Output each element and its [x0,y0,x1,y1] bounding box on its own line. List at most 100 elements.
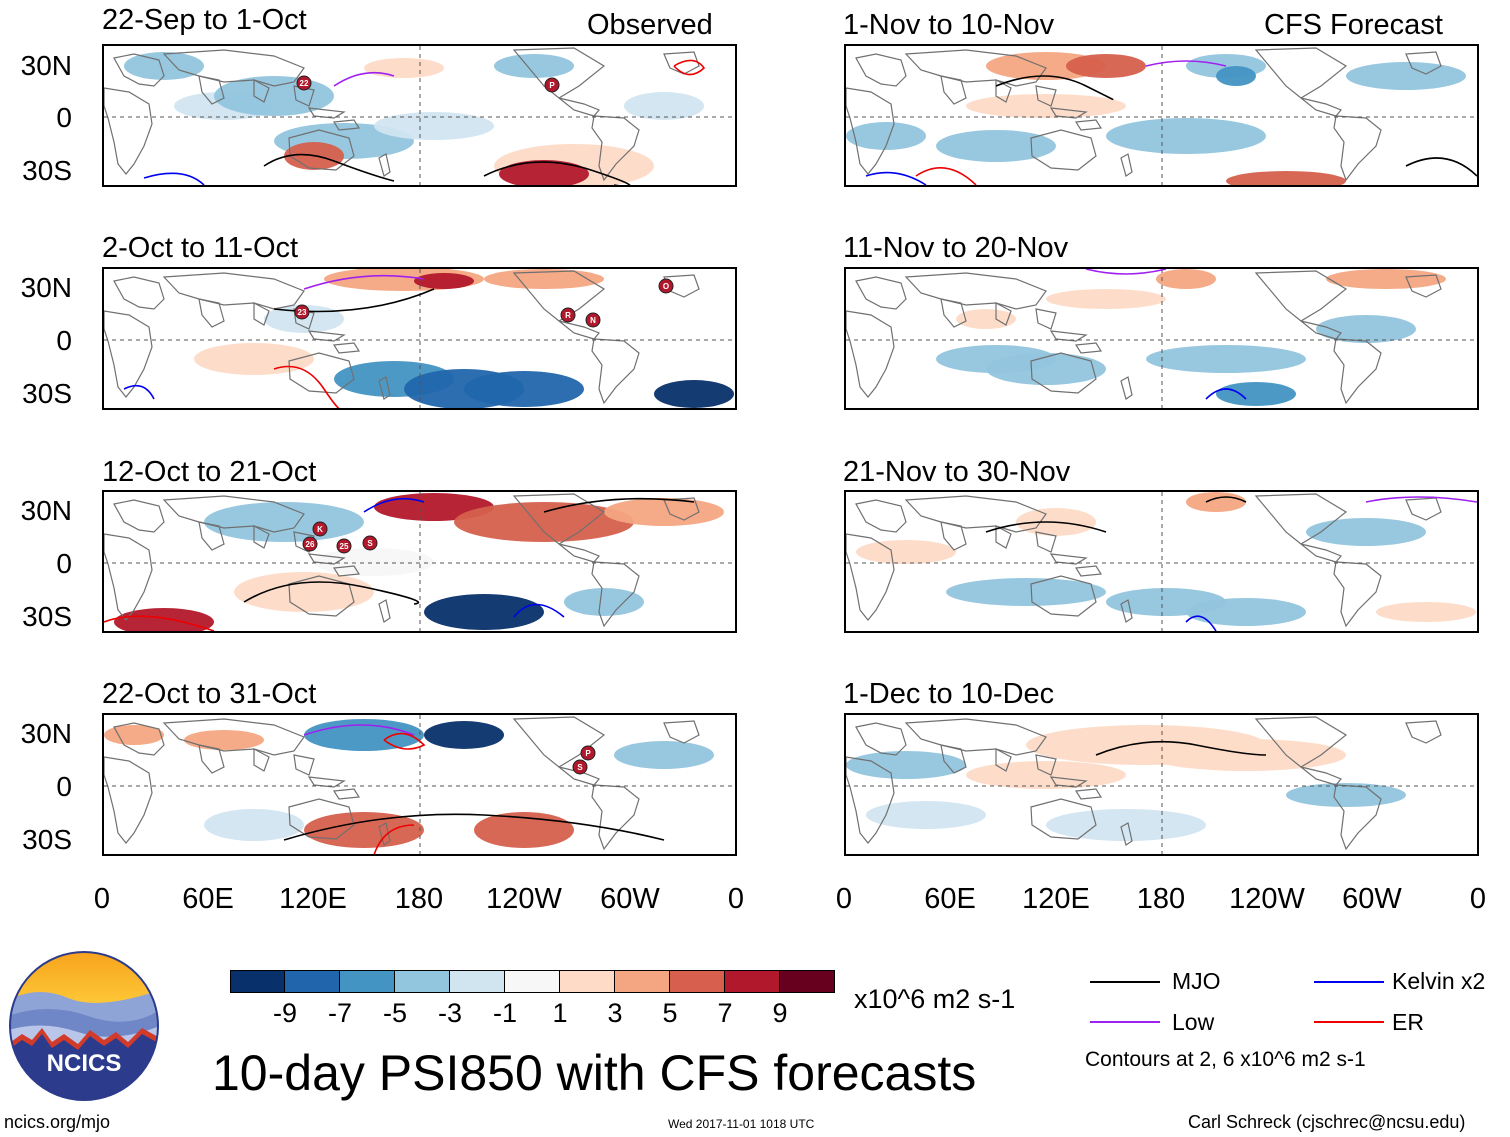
coastline [512,47,606,99]
coastline [378,599,391,623]
lon-label-180: 180 [394,883,444,915]
anomaly-shading [986,353,1106,385]
coastline [1333,115,1382,182]
anomaly-shading [124,52,204,80]
storm-marker: P [544,77,560,93]
anomaly-shading [184,730,264,750]
storm-marker-label: S [367,539,373,548]
coastline [307,330,346,342]
coastline [1300,320,1342,340]
anomaly-shading [614,741,714,769]
legend-low-label: Low [1172,1009,1215,1035]
map-svg [846,492,1477,631]
legend-low-line [1090,1021,1160,1023]
coastline [1049,553,1088,565]
footer-timestamp: Wed 2017-11-01 1018 UTC [668,1117,815,1131]
contour-line [143,172,205,185]
footer-url[interactable]: ncics.org/mjo [4,1112,111,1132]
coastline [1405,51,1442,75]
coastline [288,352,355,394]
forecast-label: CFS Forecast [1264,9,1443,41]
contour-line [865,171,927,185]
colorbar-label: -7 [327,998,353,1028]
coastline [253,302,270,326]
coastline [995,748,1012,772]
panel-title-left-1: 22-Sep to 1-Oct [102,4,307,36]
anomaly-shading [1186,492,1246,512]
contour-line [273,365,344,408]
storm-marker-label: P [585,749,591,758]
anomaly-shading [846,751,966,779]
anomaly-shading [1146,739,1346,771]
coastline [1035,85,1057,107]
coastline [293,754,315,776]
coastline [104,310,153,398]
anomaly-shading [1216,382,1296,406]
map-svg [846,46,1477,185]
lat-label-30s: 30S [22,378,72,409]
colorbar-swatch [725,970,780,993]
anomaly-shading [1216,66,1256,86]
coastline [1049,776,1088,788]
contour-line [1085,269,1167,275]
lat-label-eq: 0 [56,771,72,802]
coastline [1030,798,1097,840]
lon-label-180: 180 [1136,883,1186,915]
footer-author: Carl Schreck (cjschrec@ncsu.edu) [1188,1112,1466,1132]
storm-marker-label: P [549,81,555,90]
anomaly-shading [1376,602,1476,622]
coastline [558,320,600,340]
coastline [1049,107,1088,119]
contour-line [543,497,695,513]
anomaly-shading [1046,809,1206,841]
colorbar-label: 9 [772,998,788,1028]
map-svg: K26 25 S [104,492,735,631]
anomaly-shading [1156,269,1216,289]
anomaly-shading [414,273,474,289]
coastline [162,49,305,87]
coastline [663,497,700,521]
colorbar-label: -1 [492,998,518,1028]
map-panel-observed-2: 23 R N O [102,267,737,410]
anomaly-shading [1186,598,1306,626]
coastline [104,87,153,175]
coastline [1254,47,1348,99]
coastline [995,525,1012,549]
anomaly-shading [1146,345,1306,373]
colorbar-swatch [560,970,615,993]
contour-line [1405,157,1477,177]
contour-line [123,384,155,400]
storm-marker: S [572,759,588,775]
lon-label-60w: 60W [1342,883,1402,915]
anomaly-shading [846,122,926,150]
coastline [113,276,165,310]
lat-label-30n: 30N [20,272,72,303]
coastline [307,776,346,788]
storm-marker-label: K [317,525,323,534]
panel-title-right-3: 21-Nov to 30-Nov [843,456,1071,488]
colorbar-swatch [615,970,670,993]
anomaly-shading [1326,269,1446,289]
lon-label-60e: 60E [182,883,234,915]
contour-line [1145,60,1227,67]
panel-title-right-2: 11-Nov to 20-Nov [843,232,1069,264]
colorbar-swatch [505,970,560,993]
legend-contours-note: Contours at 2, 6 x10^6 m2 s-1 [1085,1048,1366,1071]
contour-line [303,274,425,290]
storm-marker-label: R [565,311,571,320]
coastline [855,276,907,310]
lat-label-30n: 30N [20,50,72,81]
colorbar-swatch [450,970,505,993]
coastline [846,310,895,398]
contour-line [1205,496,1247,503]
coastline [846,756,895,844]
coastline [904,495,1047,533]
panel-title-right-4: 1-Dec to 10-Dec [843,678,1055,710]
coastline [332,788,361,800]
map-svg: 23 R N O [104,269,735,408]
map-panel-observed-1: 22 P [102,44,737,187]
coastline [512,716,606,768]
coastline [1333,784,1382,851]
colorbar-swatch [340,970,395,993]
